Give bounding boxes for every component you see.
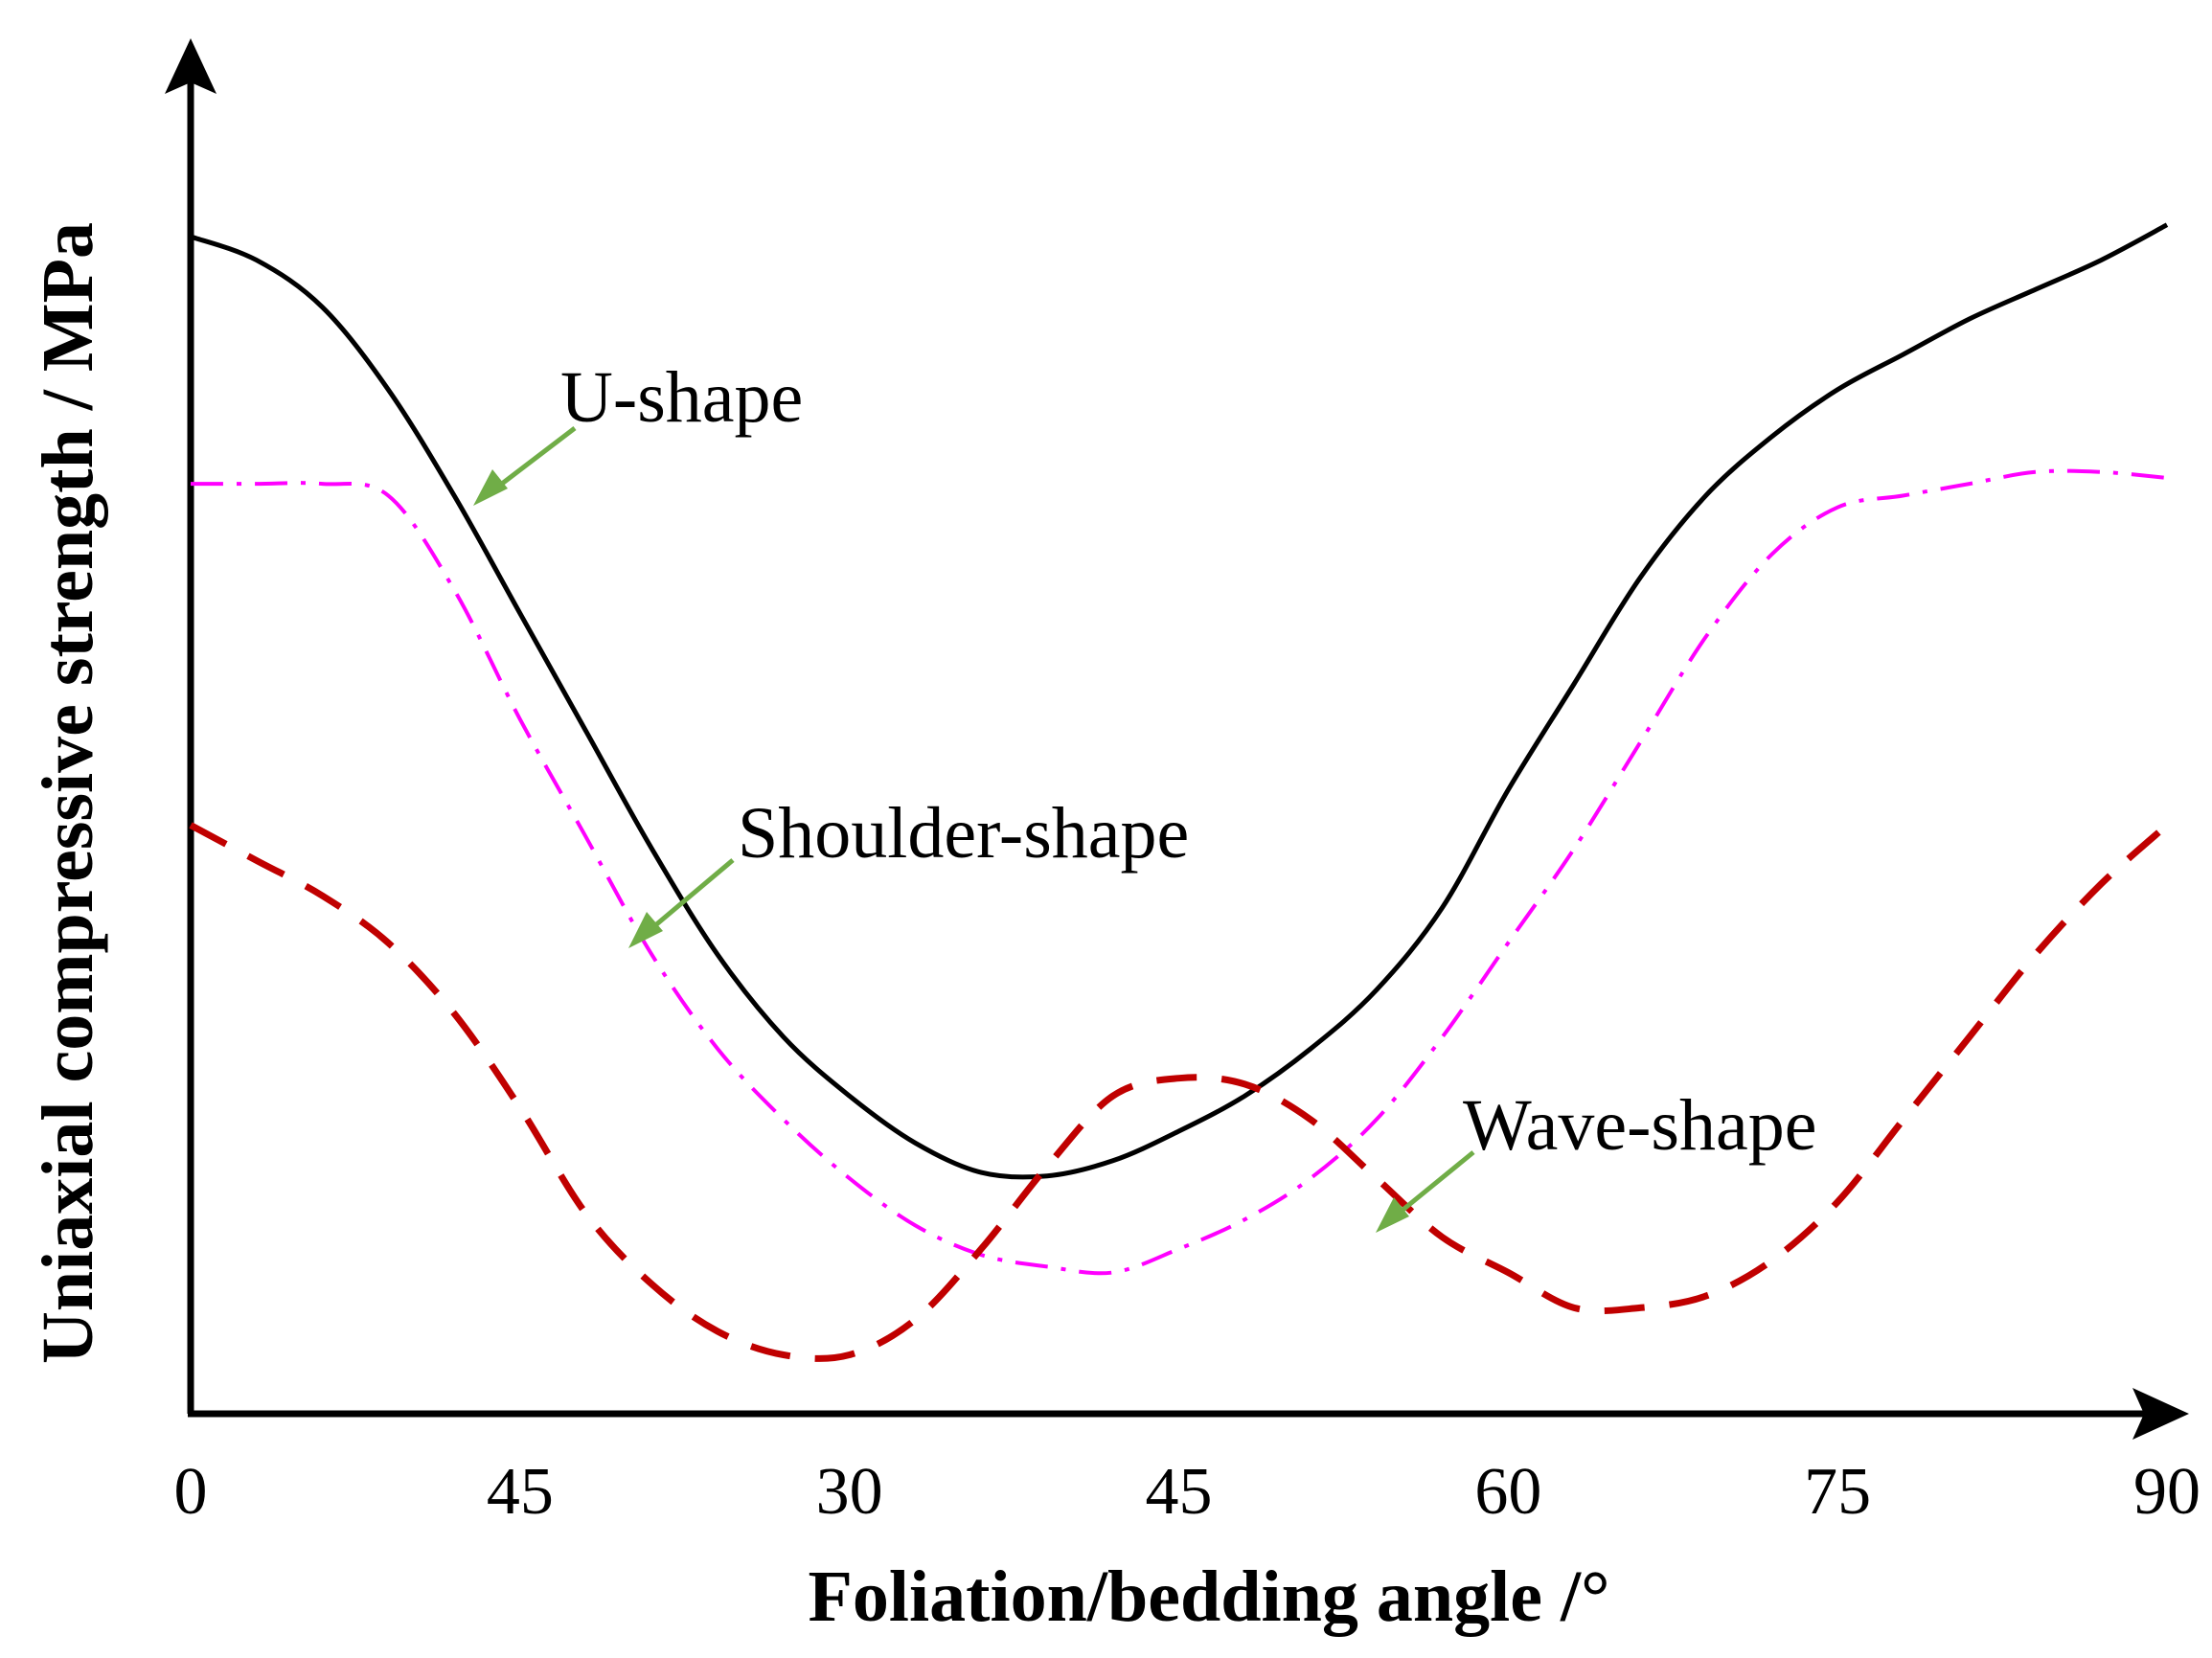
x-tick-label: 90 xyxy=(2133,1455,2201,1529)
wave-shape-label: Wave-shape xyxy=(1463,1085,1816,1166)
y-axis-title: Uniaxial compressive strength / MPa xyxy=(28,222,108,1364)
x-tick-label: 45 xyxy=(487,1455,554,1529)
shoulder-shape-arrowhead xyxy=(628,912,663,948)
x-axis-arrowhead xyxy=(2132,1388,2189,1440)
x-tick-label: 45 xyxy=(1146,1455,1213,1529)
shoulder-shape-arrow-shaft xyxy=(652,858,735,928)
wave-shape-arrow-shaft xyxy=(1399,1150,1475,1214)
annotation-u-shape: U-shape xyxy=(473,357,803,506)
y-axis-arrowhead xyxy=(165,38,217,94)
x-tick-label: 60 xyxy=(1474,1455,1541,1529)
u-shape-arrowhead xyxy=(473,469,508,506)
series-line-wave-shape xyxy=(189,822,2170,1362)
series-line-u-shape xyxy=(190,222,2169,1180)
annotation-wave-shape: Wave-shape xyxy=(1376,1085,1816,1233)
u-shape-label: U-shape xyxy=(560,357,803,438)
x-tick-label: 75 xyxy=(1804,1455,1871,1529)
x-tick-label: 30 xyxy=(816,1455,883,1529)
axes xyxy=(165,38,2189,1440)
u-shape-arrow-shaft xyxy=(496,426,577,488)
x-axis-title: Foliation/bedding angle /° xyxy=(808,1556,1609,1637)
series-line-shoulder-shape xyxy=(191,468,2168,1276)
wave-shape-arrowhead xyxy=(1376,1197,1409,1233)
shoulder-shape-label: Shoulder-shape xyxy=(738,793,1189,874)
x-tick-labels: 0 45 30 45 60 75 90 xyxy=(174,1455,2201,1529)
annotation-shoulder-shape: Shoulder-shape xyxy=(628,793,1189,948)
x-tick-label: 0 xyxy=(174,1455,208,1529)
series-layer xyxy=(189,222,2170,1362)
